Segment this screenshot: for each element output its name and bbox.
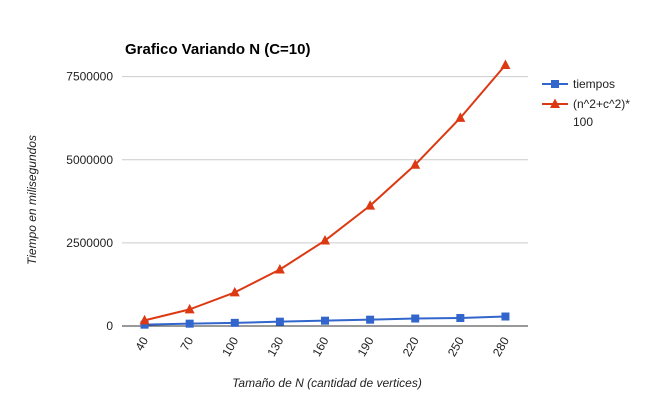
- x-tick-label: 250: [445, 334, 467, 359]
- data-point: [230, 318, 239, 327]
- x-tick-label: 40: [132, 334, 151, 353]
- x-tick-label: 190: [355, 334, 377, 359]
- series-line: [144, 64, 507, 322]
- y-axis-ticks: 0 2500000 5000000 7500000: [66, 70, 113, 333]
- x-tick-label: 70: [177, 334, 196, 353]
- legend: tiempos (n^2+c^2)* 100: [542, 77, 630, 129]
- data-point: [500, 59, 511, 69]
- data-point: [274, 263, 285, 274]
- data-point: [184, 303, 195, 314]
- series-lines: [139, 59, 511, 329]
- x-tick-label: 130: [264, 334, 286, 359]
- series-2: [139, 59, 511, 325]
- x-tick-label: 100: [219, 334, 241, 359]
- data-point: [321, 316, 329, 325]
- y-tick-label: 0: [106, 319, 113, 333]
- data-point: [229, 286, 240, 297]
- legend-item: tiempos: [542, 77, 615, 91]
- legend-marker: [551, 80, 559, 88]
- y-tick-label: 7500000: [66, 70, 113, 84]
- data-point: [456, 314, 465, 323]
- series-1: [140, 312, 510, 329]
- data-point: [366, 315, 375, 324]
- legend-marker: [550, 98, 560, 108]
- legend-item: (n^2+c^2)* 100: [542, 97, 630, 129]
- legend-label: (n^2+c^2)*: [573, 97, 630, 111]
- x-tick-label: 280: [490, 334, 512, 359]
- data-point: [140, 320, 149, 329]
- data-point: [320, 235, 330, 245]
- x-tick-label: 160: [309, 334, 331, 359]
- chart-title: Grafico Variando N (C=10): [125, 41, 310, 58]
- y-axis-label: Tiempo en milisegundos: [25, 135, 39, 265]
- x-tick-label: 220: [400, 334, 422, 359]
- y-tick-label: 5000000: [66, 153, 113, 167]
- legend-label: tiempos: [573, 77, 615, 91]
- data-point: [185, 319, 194, 328]
- data-point: [139, 314, 150, 325]
- data-point: [411, 314, 420, 323]
- data-point: [275, 317, 284, 326]
- x-axis-label: Tamaño de N (cantidad de vertices): [232, 376, 422, 390]
- data-point: [365, 200, 376, 210]
- legend-label: 100: [573, 115, 593, 129]
- x-axis-ticks: 40 70 100 130 160 190 220 250 280: [132, 334, 512, 359]
- y-tick-label: 2500000: [66, 236, 113, 250]
- data-point: [455, 112, 466, 122]
- grid-lines: [122, 76, 528, 327]
- data-point: [501, 312, 510, 321]
- data-point: [410, 159, 421, 169]
